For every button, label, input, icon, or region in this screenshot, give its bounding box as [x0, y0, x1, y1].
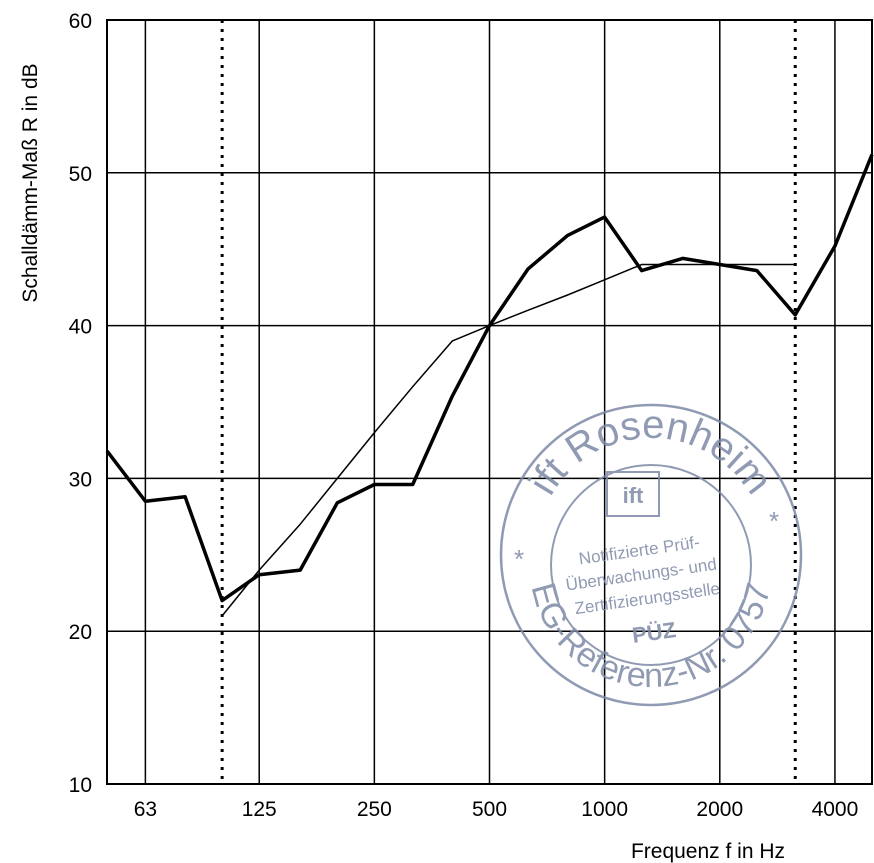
stamp-logo-text: ift: [623, 483, 644, 508]
x-axis-label: Frequenz f in Hz: [631, 840, 785, 863]
y-tick-label: 50: [69, 163, 92, 186]
x-tick-label: 250: [357, 798, 392, 821]
y-tick-label: 30: [69, 468, 92, 491]
series-layer: [105, 153, 874, 617]
dotted-lines: [220, 20, 797, 784]
x-tick-label: 2000: [696, 798, 743, 821]
y-axis-label: Schalldämm-Maß R in dB: [19, 63, 42, 302]
y-tick-label: 10: [69, 774, 92, 797]
stamp-star-right: *: [769, 506, 779, 536]
y-tick-label: 20: [69, 621, 92, 644]
y-tick-label: 60: [69, 10, 92, 33]
stamp-star-left: *: [514, 544, 524, 574]
stamp-center-text: PÜZ: [630, 617, 677, 648]
y-tick-label: 40: [69, 316, 92, 339]
x-tick-labels: 63 125 250 500 1000 2000 4000: [134, 798, 859, 821]
stamp-inner-ring: [550, 464, 752, 666]
stamp-outer-ring: [499, 403, 803, 707]
x-tick-label: 63: [134, 798, 157, 821]
y-tick-labels: 10 20 30 40 50 60: [69, 10, 92, 797]
plot-frame: [106, 19, 873, 785]
x-tick-label: 1000: [581, 798, 628, 821]
x-tick-label: 4000: [812, 798, 859, 821]
x-tick-label: 125: [242, 798, 277, 821]
reference-curve: [221, 263, 796, 617]
x-tick-label: 500: [472, 798, 507, 821]
stamp-logo-box: [606, 471, 660, 517]
